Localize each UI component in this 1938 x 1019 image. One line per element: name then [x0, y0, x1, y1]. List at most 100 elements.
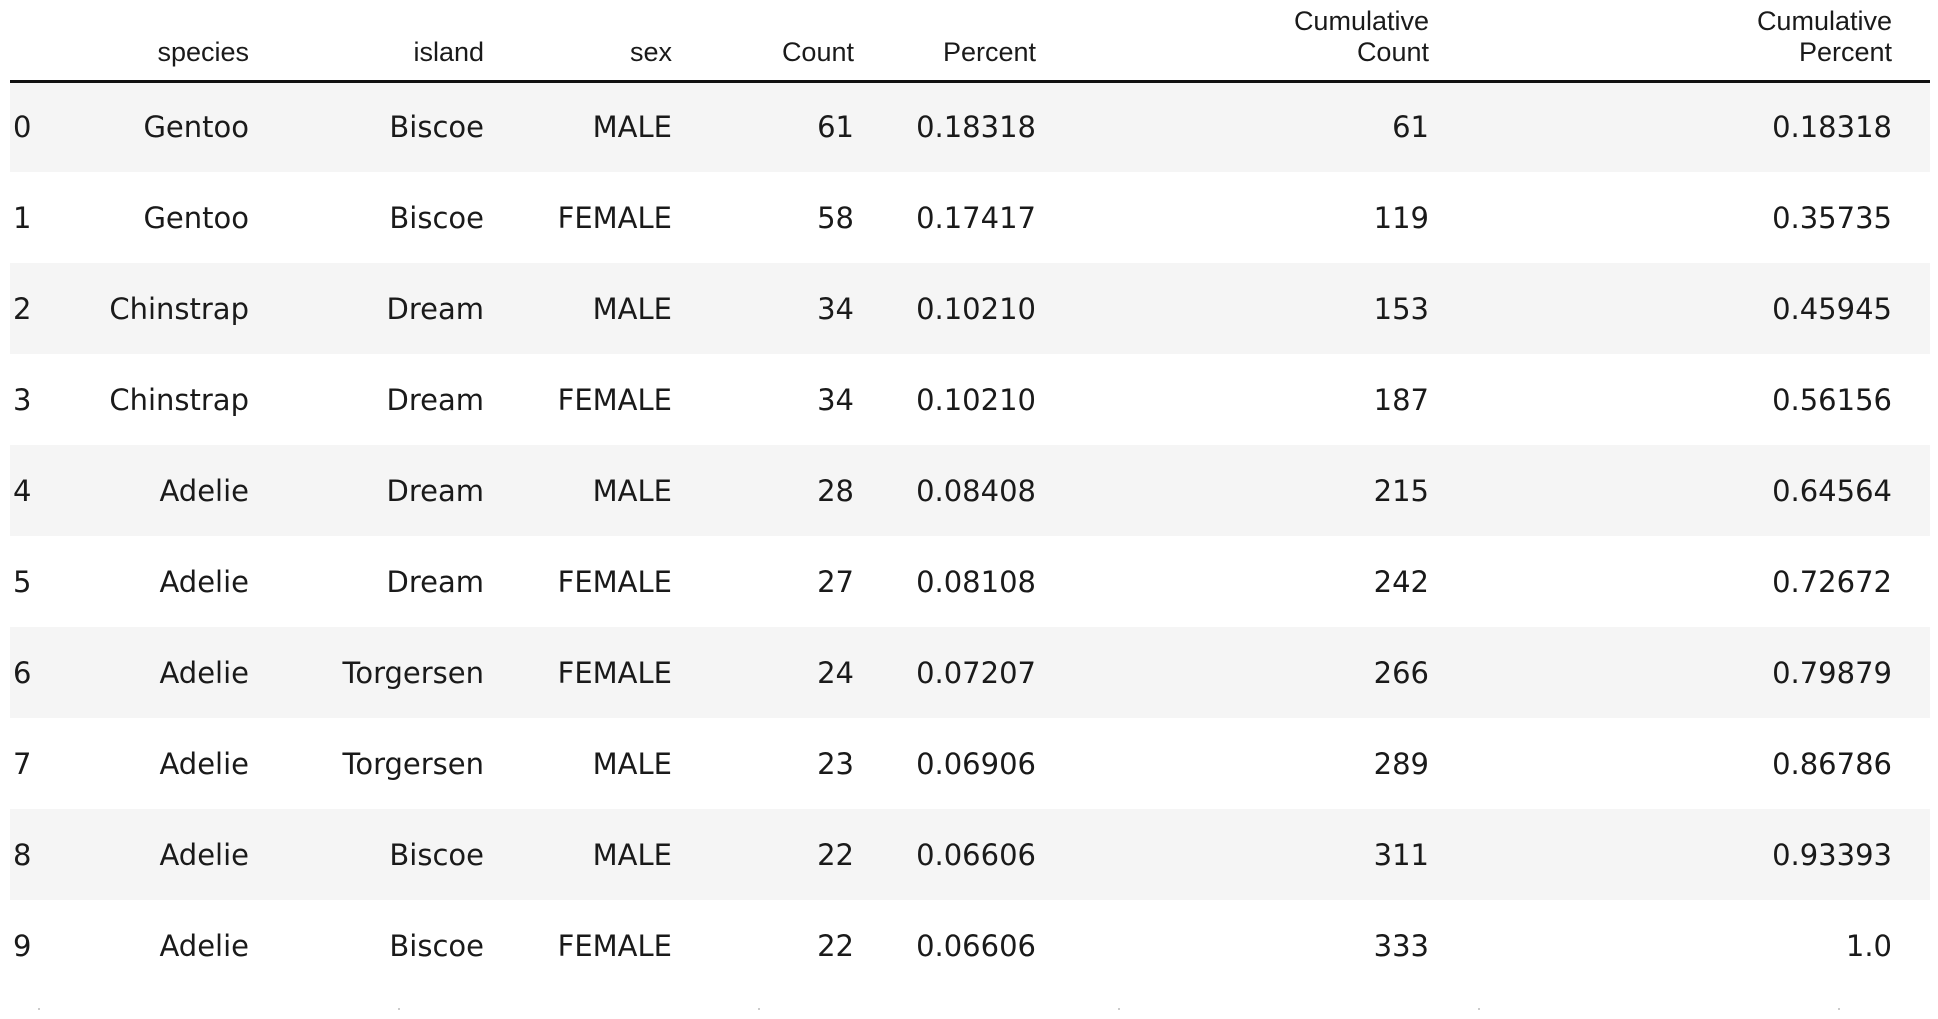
row-spacer [1892, 445, 1930, 536]
table-row: 6 Adelie Torgersen FEMALE 24 0.07207 266 0.7987… [10, 627, 1930, 718]
cell-cumulative-percent: 0.64564 [1429, 445, 1892, 536]
table-row: 3 Chinstrap Dream FEMALE 34 0.10210 187 0.56156 [10, 354, 1930, 445]
cell-percent: 0.07207 [854, 627, 1036, 718]
row-spacer [1892, 809, 1930, 900]
table-row: 7 Adelie Torgersen MALE 23 0.06906 289 0.86786 [10, 718, 1930, 809]
header-species: species [70, 0, 249, 83]
table-body: 0 Gentoo Biscoe MALE 61 0.18318 61 0.18318 1 Gent… [10, 81, 1930, 991]
cell-count: 24 [672, 627, 854, 718]
cell-species: Adelie [70, 718, 249, 809]
row-index: 2 [10, 263, 70, 354]
cell-cumulative-count: 242 [1036, 536, 1429, 627]
cell-count: 61 [672, 81, 854, 172]
row-spacer [1892, 81, 1930, 172]
cell-percent: 0.08408 [854, 445, 1036, 536]
row-index: 7 [10, 718, 70, 809]
row-index: 1 [10, 172, 70, 263]
table-row: 8 Adelie Biscoe MALE 22 0.06606 311 0.93393 [10, 809, 1930, 900]
table-row: 2 Chinstrap Dream MALE 34 0.10210 153 0.45945 [10, 263, 1930, 354]
cell-cumulative-percent: 0.45945 [1429, 263, 1892, 354]
cell-cumulative-count: 119 [1036, 172, 1429, 263]
cell-species: Chinstrap [70, 263, 249, 354]
cell-percent: 0.10210 [854, 354, 1036, 445]
row-spacer [1892, 627, 1930, 718]
cell-species: Adelie [70, 536, 249, 627]
cell-count: 28 [672, 445, 854, 536]
cell-count: 27 [672, 536, 854, 627]
cell-cumulative-count: 289 [1036, 718, 1429, 809]
cell-island: Biscoe [249, 900, 484, 991]
cell-sex: MALE [484, 445, 672, 536]
header-cumulative-percent-line2: Percent [1798, 36, 1892, 67]
cell-cumulative-count: 187 [1036, 354, 1429, 445]
cell-count: 34 [672, 354, 854, 445]
dataframe-table: species island sex Count Percent Cumulat… [10, 0, 1930, 991]
cell-island: Dream [249, 354, 484, 445]
cell-cumulative-percent: 0.86786 [1429, 718, 1892, 809]
cell-cumulative-percent: 0.18318 [1429, 81, 1892, 172]
cell-species: Adelie [70, 445, 249, 536]
cell-cumulative-count: 215 [1036, 445, 1429, 536]
row-spacer [1892, 718, 1930, 809]
row-spacer [1892, 536, 1930, 627]
cell-cumulative-percent: 0.93393 [1429, 809, 1892, 900]
cell-percent: 0.06906 [854, 718, 1036, 809]
cell-species: Chinstrap [70, 354, 249, 445]
cell-percent: 0.06606 [854, 809, 1036, 900]
cell-species: Adelie [70, 627, 249, 718]
cell-island: Biscoe [249, 809, 484, 900]
table-row: 4 Adelie Dream MALE 28 0.08408 215 0.64564 [10, 445, 1930, 536]
cell-island: Dream [249, 445, 484, 536]
header-count: Count [672, 0, 854, 83]
cell-sex: FEMALE [484, 354, 672, 445]
cell-percent: 0.18318 [854, 81, 1036, 172]
table-row: 1 Gentoo Biscoe FEMALE 58 0.17417 119 0.35735 [10, 172, 1930, 263]
cell-percent: 0.08108 [854, 536, 1036, 627]
cell-cumulative-count: 61 [1036, 81, 1429, 172]
header-percent: Percent [854, 0, 1036, 83]
cell-count: 58 [672, 172, 854, 263]
header-cumulative-count-line2: Count [1356, 36, 1429, 67]
cell-island: Torgersen [249, 627, 484, 718]
row-spacer [1892, 263, 1930, 354]
cell-cumulative-percent: 0.56156 [1429, 354, 1892, 445]
cell-cumulative-count: 311 [1036, 809, 1429, 900]
cell-species: Adelie [70, 900, 249, 991]
cell-sex: FEMALE [484, 172, 672, 263]
row-index: 8 [10, 809, 70, 900]
cell-island: Biscoe [249, 172, 484, 263]
cell-percent: 0.06606 [854, 900, 1036, 991]
cell-sex: FEMALE [484, 627, 672, 718]
header-island: island [249, 0, 484, 83]
row-index: 6 [10, 627, 70, 718]
cell-sex: MALE [484, 718, 672, 809]
cell-sex: FEMALE [484, 900, 672, 991]
cell-island: Dream [249, 263, 484, 354]
header-cumulative-count-line1: Cumulative [1293, 5, 1429, 36]
row-index: 3 [10, 354, 70, 445]
cell-percent: 0.10210 [854, 263, 1036, 354]
table-row: 0 Gentoo Biscoe MALE 61 0.18318 61 0.18318 [10, 81, 1930, 172]
header-cumulative-percent-line1: Cumulative [1756, 5, 1892, 36]
cell-cumulative-count: 266 [1036, 627, 1429, 718]
cell-island: Dream [249, 536, 484, 627]
header-index [10, 0, 70, 83]
header-row: species island sex Count Percent Cumulat… [10, 0, 1930, 83]
cell-count: 22 [672, 809, 854, 900]
header-cumulative-count: Cumulative Count [1036, 0, 1429, 83]
row-index: 0 [10, 81, 70, 172]
table-row: 9 Adelie Biscoe FEMALE 22 0.06606 333 1.0 [10, 900, 1930, 991]
row-index: 4 [10, 445, 70, 536]
row-index: 9 [10, 900, 70, 991]
row-spacer [1892, 900, 1930, 991]
bottom-edge-dots [0, 1008, 1938, 1012]
cell-cumulative-percent: 0.72672 [1429, 536, 1892, 627]
cell-species: Adelie [70, 809, 249, 900]
cell-percent: 0.17417 [854, 172, 1036, 263]
dataframe-container: species island sex Count Percent Cumulat… [10, 0, 1930, 991]
cell-cumulative-count: 153 [1036, 263, 1429, 354]
cell-cumulative-percent: 0.79879 [1429, 627, 1892, 718]
cell-sex: FEMALE [484, 536, 672, 627]
cell-sex: MALE [484, 263, 672, 354]
row-spacer [1892, 354, 1930, 445]
